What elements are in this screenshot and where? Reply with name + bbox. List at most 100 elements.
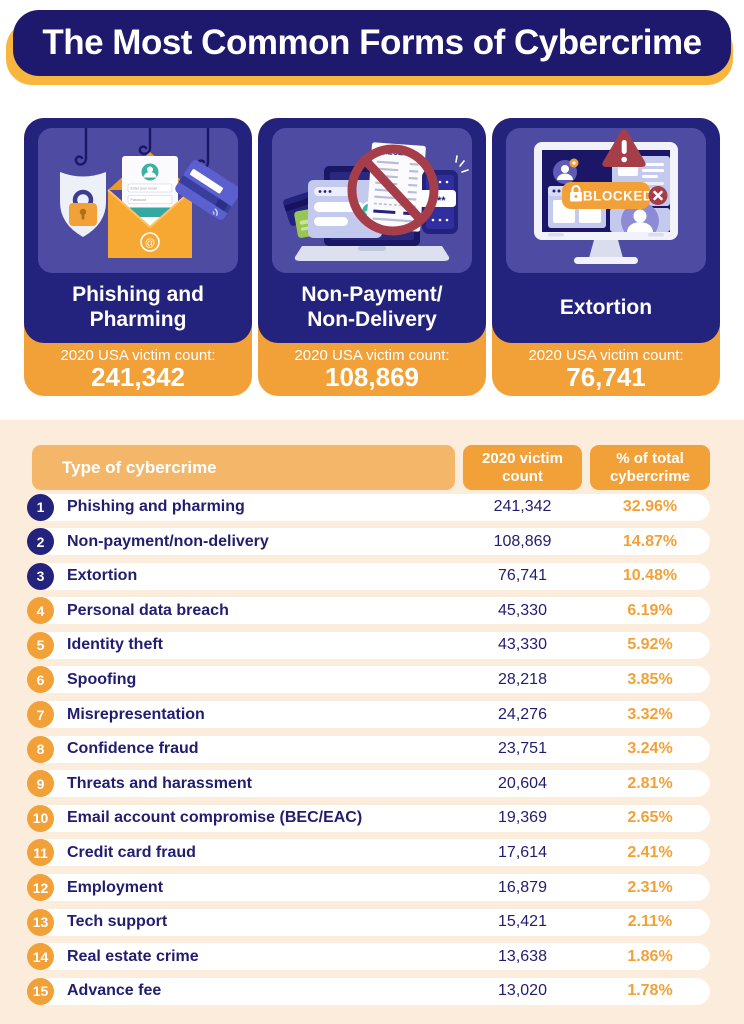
- victim-count-cell: 24,276: [498, 705, 547, 723]
- rank-badge: 1: [27, 493, 54, 521]
- svg-text:@: @: [145, 237, 156, 249]
- victim-count-value: 76,741: [566, 362, 646, 393]
- percent-cell: 2.11%: [627, 913, 673, 931]
- crime-type-label: Credit card fraud: [67, 843, 196, 861]
- table-row: Real estate crime 13,638 1.86% 14: [27, 943, 710, 971]
- card-phishing-title: Phishing and Pharming: [72, 283, 204, 331]
- percent-cell: 1.86%: [627, 947, 673, 965]
- table-row: Phishing and pharming 241,342 32.96% 1: [27, 493, 710, 521]
- victim-count-cell: 13,020: [498, 982, 547, 1000]
- victim-count-cell: 15,421: [498, 913, 547, 931]
- victim-count-cell: 241,342: [493, 498, 552, 515]
- table-row-pill: Real estate crime 13,638 1.86%: [32, 943, 710, 971]
- table-row-pill: Email account compromise (BEC/EAC) 19,369…: [32, 804, 710, 832]
- crime-type-label: Personal data breach: [67, 601, 229, 619]
- percent-cell: 2.41%: [627, 843, 673, 861]
- crime-type-label: Real estate crime: [67, 947, 199, 965]
- crime-type-label: Extortion: [67, 567, 138, 585]
- table-body: Phishing and pharming 241,342 32.96% 1 Non-p…: [27, 493, 710, 1005]
- card-extortion-count: 2020 USA victim count: 76,741: [492, 343, 720, 396]
- rank-badge: 5: [27, 631, 54, 659]
- crime-type-label: Advance fee: [67, 982, 162, 1000]
- prohibition-icon: [347, 144, 439, 236]
- shield-lock-icon: [60, 172, 106, 237]
- table-row-pill: Advance fee 13,020 1.78%: [32, 977, 710, 1005]
- rank-badge: 4: [27, 597, 54, 625]
- table-row: Spoofing 28,218 3.85% 6: [27, 666, 710, 694]
- crime-type-label: Tech support: [67, 913, 168, 931]
- table-row-pill: Spoofing 28,218 3.85%: [32, 666, 710, 694]
- rank-badge: 14: [27, 943, 54, 971]
- blocked-badge-text: BLOCKED: [583, 189, 653, 204]
- victim-count-cell: 13,638: [498, 947, 547, 965]
- blocked-x-icon: [648, 186, 668, 205]
- table-row: Employment 16,879 2.31% 12: [27, 874, 710, 902]
- card-nonpayment-title: Non-Payment/ Non-Delivery: [301, 283, 443, 331]
- lock-icon: [570, 185, 582, 202]
- victim-count-cell: 43,330: [498, 636, 547, 654]
- table-row: Confidence fraud 23,751 3.24% 8: [27, 735, 710, 763]
- table-row: Personal data breach 45,330 6.19% 4: [27, 597, 710, 625]
- envelope-icon: Enter your email Password @: [107, 152, 193, 258]
- header-victim-count: 2020 victim count: [463, 445, 582, 490]
- rank-badge: 10: [27, 804, 54, 832]
- table-row: Email account compromise (BEC/EAC) 19,369…: [27, 804, 710, 832]
- card-nonpayment-top: RECEIPT: [258, 118, 486, 343]
- blocked-badge: BLOCKED: [562, 182, 653, 209]
- table-row: Advance fee 13,020 1.78% 15: [27, 977, 710, 1005]
- table-row-pill: Misrepresentation 24,276 3.32%: [32, 701, 710, 729]
- table-row-pill: Phishing and pharming 241,342 32.96%: [32, 493, 710, 521]
- warning-icon: [602, 129, 646, 167]
- top-cards-row: Enter your email Password @: [24, 118, 720, 396]
- crime-type-label: Phishing and pharming: [67, 498, 245, 515]
- header-percent-total: % of total cybercrime: [590, 445, 710, 490]
- victim-count-cell: 19,369: [498, 809, 547, 827]
- header-bar: The Most Common Forms of Cybercrime: [13, 10, 731, 76]
- percent-cell: 10.48%: [622, 567, 678, 585]
- percent-cell: 1.78%: [627, 982, 673, 1000]
- crime-type-label: Misrepresentation: [67, 705, 205, 723]
- nonpayment-illustration: RECEIPT: [272, 128, 472, 273]
- percent-cell: 3.32%: [627, 705, 673, 723]
- laptop-base-icon: [294, 246, 450, 261]
- table-row-pill: Threats and harassment 20,604 2.81%: [32, 770, 710, 798]
- crime-type-label: Threats and harassment: [67, 774, 252, 792]
- percent-cell: 3.85%: [627, 670, 673, 688]
- card-nonpayment-count: 2020 USA victim count: 108,869: [258, 343, 486, 396]
- victim-count-label: 2020 USA victim count:: [60, 347, 216, 365]
- percent-cell: 2.31%: [627, 878, 673, 896]
- card-extortion-top: BLOCKED: [492, 118, 720, 343]
- percent-cell: 2.65%: [627, 809, 673, 827]
- crime-type-label: Email account compromise (BEC/EAC): [67, 809, 363, 827]
- phishing-illustration: Enter your email Password @: [38, 128, 238, 273]
- percent-cell: 32.96%: [622, 498, 678, 515]
- victim-count-cell: 108,869: [493, 532, 552, 550]
- victim-count-cell: 17,614: [498, 843, 547, 861]
- nonpayment-illustration-svg: RECEIPT: [283, 142, 469, 261]
- table-row: Non-payment/non-delivery 108,869 14.87% 2: [27, 528, 710, 556]
- crime-type-label: Non-payment/non-delivery: [67, 532, 269, 550]
- extortion-illustration: BLOCKED: [506, 128, 706, 273]
- credit-card-icon: [175, 160, 238, 220]
- percent-cell: 6.19%: [627, 601, 673, 619]
- table-header: Type of cybercrime 2020 victim count % o…: [32, 445, 710, 490]
- table-row: Tech support 15,421 2.11% 13: [27, 908, 710, 936]
- table-row-pill: Personal data breach 45,330 6.19%: [32, 597, 710, 625]
- victim-count-cell: 23,751: [498, 740, 547, 758]
- rank-badge: 15: [27, 977, 54, 1005]
- table-row: Identity theft 43,330 5.92% 5: [27, 631, 710, 659]
- rank-badge: 9: [27, 770, 54, 798]
- card-nonpayment: RECEIPT: [258, 118, 486, 396]
- crime-type-label: Spoofing: [67, 670, 137, 688]
- card-extortion: BLOCKED: [492, 118, 720, 396]
- rank-badge: 11: [27, 839, 54, 867]
- page-title: The Most Common Forms of Cybercrime: [42, 23, 702, 62]
- crime-type-label: Employment: [67, 878, 164, 896]
- header: The Most Common Forms of Cybercrime: [6, 10, 733, 85]
- victim-count-label: 2020 USA victim count:: [294, 347, 450, 365]
- victim-count-label: 2020 USA victim count:: [528, 347, 684, 365]
- victim-count-cell: 76,741: [498, 567, 547, 585]
- table-row-pill: Employment 16,879 2.31%: [32, 874, 710, 902]
- rank-badge: 6: [27, 666, 54, 694]
